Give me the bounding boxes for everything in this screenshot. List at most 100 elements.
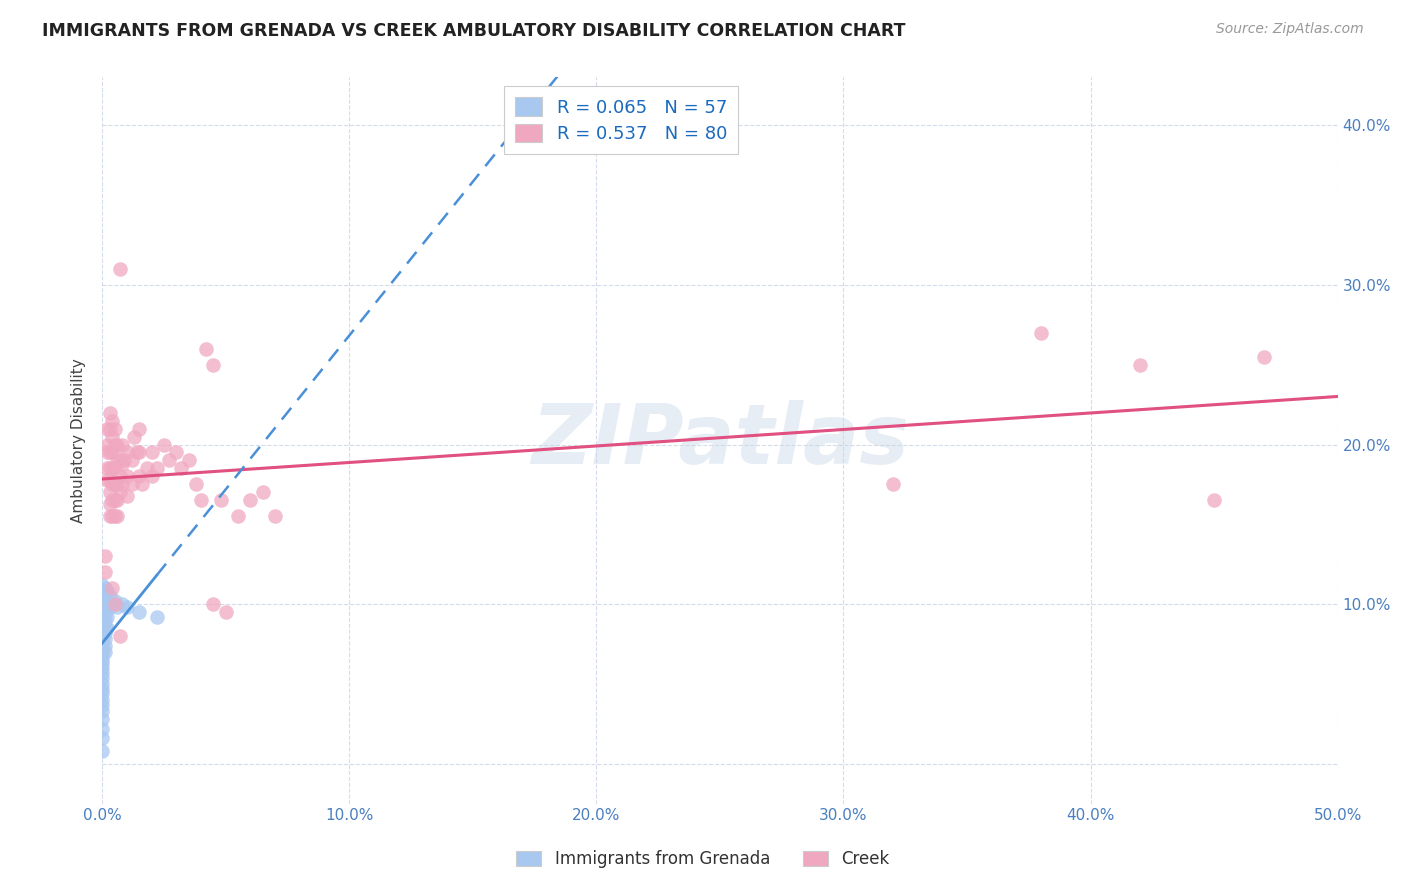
Point <box>153 437 176 451</box>
Point <box>145 610 167 624</box>
Point <box>96 461 118 475</box>
Point <box>96 473 118 487</box>
Point <box>91 602 114 616</box>
Point <box>105 600 128 615</box>
Point <box>121 453 143 467</box>
Point <box>115 489 138 503</box>
Point <box>91 597 114 611</box>
Point <box>103 594 125 608</box>
Point <box>91 624 114 639</box>
Point <box>226 509 249 524</box>
Point <box>108 485 131 500</box>
Point <box>177 453 200 467</box>
Point <box>91 608 114 623</box>
Point <box>91 605 114 619</box>
Point <box>98 473 121 487</box>
Point <box>157 453 180 467</box>
Point <box>91 677 114 691</box>
Point <box>93 588 115 602</box>
Point <box>170 461 193 475</box>
Point <box>128 421 150 435</box>
Point <box>98 421 121 435</box>
Point <box>98 485 121 500</box>
Point <box>96 621 118 635</box>
Point <box>98 406 121 420</box>
Point <box>252 485 274 500</box>
Point <box>101 477 124 491</box>
Legend: Immigrants from Grenada, Creek: Immigrants from Grenada, Creek <box>509 844 897 875</box>
Point <box>190 493 212 508</box>
Point <box>105 493 128 508</box>
Point <box>98 461 121 475</box>
Point <box>91 681 114 696</box>
Point <box>111 597 134 611</box>
Point <box>121 477 143 491</box>
Point <box>101 581 124 595</box>
Point <box>195 342 218 356</box>
Point <box>239 493 262 508</box>
Point <box>128 469 150 483</box>
Point <box>91 613 114 627</box>
Point <box>93 632 115 647</box>
Point <box>91 686 114 700</box>
Point <box>96 445 118 459</box>
Point <box>91 648 114 663</box>
Text: Source: ZipAtlas.com: Source: ZipAtlas.com <box>1216 22 1364 37</box>
Text: ZIPatlas: ZIPatlas <box>531 400 908 481</box>
Point <box>184 477 207 491</box>
Point <box>105 509 128 524</box>
Point <box>93 639 115 653</box>
Point <box>91 665 114 680</box>
Point <box>145 461 167 475</box>
Point <box>1253 350 1275 364</box>
Point <box>91 637 114 651</box>
Point <box>103 437 125 451</box>
Point <box>101 493 124 508</box>
Point <box>96 597 118 611</box>
Point <box>114 453 136 467</box>
Text: IMMIGRANTS FROM GRENADA VS CREEK AMBULATORY DISABILITY CORRELATION CHART: IMMIGRANTS FROM GRENADA VS CREEK AMBULAT… <box>42 22 905 40</box>
Point <box>91 704 114 718</box>
Point <box>111 437 134 451</box>
Point <box>108 629 131 643</box>
Point <box>128 445 150 459</box>
Point <box>105 437 128 451</box>
Point <box>93 613 115 627</box>
Point <box>91 578 114 592</box>
Point <box>202 358 225 372</box>
Point <box>91 619 114 633</box>
Point <box>91 645 114 659</box>
Point <box>103 461 125 475</box>
Point <box>91 584 114 599</box>
Point <box>91 698 114 712</box>
Point <box>108 469 131 483</box>
Point <box>115 445 138 459</box>
Point <box>103 597 125 611</box>
Point <box>128 605 150 619</box>
Point <box>202 597 225 611</box>
Point <box>103 421 125 435</box>
Point <box>115 469 138 483</box>
Point <box>93 549 115 564</box>
Point <box>91 693 114 707</box>
Point <box>124 429 146 443</box>
Point <box>91 632 114 647</box>
Point <box>101 429 124 443</box>
Point <box>1129 358 1152 372</box>
Point <box>105 453 128 467</box>
Point <box>91 712 114 726</box>
Point <box>105 477 128 491</box>
Point <box>98 600 121 615</box>
Point <box>91 722 114 736</box>
Point <box>101 445 124 459</box>
Point <box>111 457 134 471</box>
Point <box>108 453 131 467</box>
Point <box>96 437 118 451</box>
Point <box>141 469 163 483</box>
Point <box>91 744 114 758</box>
Point <box>215 605 238 619</box>
Point <box>98 509 121 524</box>
Point <box>91 589 114 603</box>
Point <box>131 477 153 491</box>
Point <box>93 565 115 579</box>
